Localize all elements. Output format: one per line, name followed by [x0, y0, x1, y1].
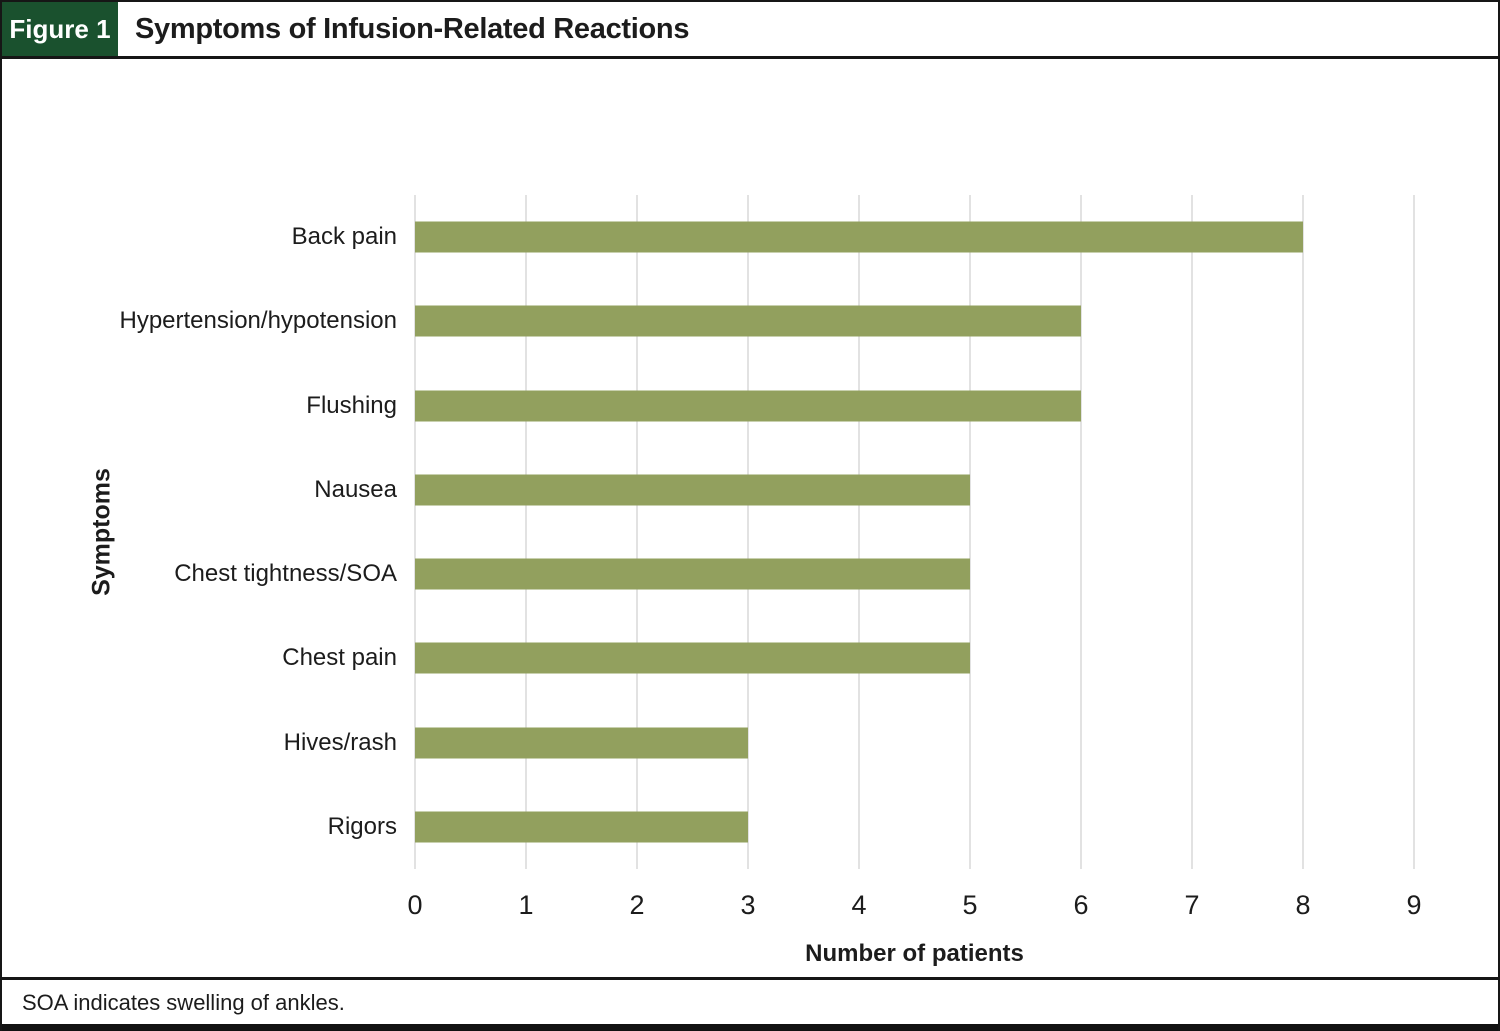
x-tick-label-4: 4	[851, 890, 867, 920]
figure-header: Figure 1 Symptoms of Infusion-Related Re…	[2, 2, 1498, 59]
x-tick-label-0: 0	[407, 890, 423, 920]
x-tick-label-1: 1	[518, 890, 534, 920]
plot-area	[414, 195, 1427, 869]
category-label: Chest pain	[282, 644, 397, 672]
gridline-x-0	[414, 195, 416, 869]
bar-row	[415, 532, 1427, 616]
figure-title: Symptoms of Infusion-Related Reactions	[135, 12, 690, 45]
category-label: Chest tightness/SOA	[174, 560, 397, 588]
bar-row	[415, 785, 1427, 869]
bar-row	[415, 195, 1427, 279]
figure-label-badge: Figure 1	[2, 2, 118, 56]
x-tick-label-7: 7	[1184, 890, 1200, 920]
category-labels: Back pain Hypertension/hypotension Flushin…	[2, 195, 397, 869]
x-tick-label-9: 9	[1406, 890, 1422, 920]
footnote: SOA indicates swelling of ankles.	[2, 977, 1498, 1026]
category-label: Rigors	[327, 812, 397, 840]
bar-back-pain	[415, 221, 1303, 253]
gridline-x-1	[525, 195, 527, 869]
bar-row	[415, 448, 1427, 532]
bottom-border-bar	[2, 1024, 1498, 1031]
category-label: Hypertension/hypotension	[119, 307, 397, 335]
bar-rigors	[415, 811, 748, 843]
bar-hypertension-hypotension	[415, 305, 1081, 337]
bar-row	[415, 616, 1427, 700]
bar-nausea	[415, 474, 970, 506]
x-tick-label-5: 5	[962, 890, 978, 920]
category-label: Flushing	[306, 391, 397, 419]
x-tick-label-2: 2	[629, 890, 645, 920]
x-tick-label-6: 6	[1073, 890, 1089, 920]
category-label: Hives/rash	[283, 728, 397, 756]
bar-row	[415, 701, 1427, 785]
category-label: Back pain	[291, 223, 397, 251]
bar-flushing	[415, 390, 1081, 422]
gridline-x-7	[1191, 195, 1193, 869]
gridline-x-6	[1080, 195, 1082, 869]
gridline-x-8	[1302, 195, 1304, 869]
x-tick-label-3: 3	[740, 890, 756, 920]
bar-chest-tightness-soa	[415, 558, 970, 590]
category-label: Nausea	[314, 475, 397, 503]
x-tick-label-8: 8	[1295, 890, 1311, 920]
gridline-x-5	[969, 195, 971, 869]
bar-hives-rash	[415, 727, 748, 759]
bar-row	[415, 364, 1427, 448]
gridline-x-3	[747, 195, 749, 869]
gridline-x-4	[858, 195, 860, 869]
bar-chart: Symptoms Back pain Hypertension/hypotensi…	[2, 62, 1498, 975]
gridline-x-9	[1413, 195, 1415, 869]
x-axis-title: Number of patients	[805, 940, 1024, 967]
gridline-x-2	[636, 195, 638, 869]
bar-row	[415, 279, 1427, 363]
x-axis-ticks: 0 1 2 3 4 5 6 7 8 9	[407, 890, 1427, 922]
bar-chest-pain	[415, 642, 970, 674]
